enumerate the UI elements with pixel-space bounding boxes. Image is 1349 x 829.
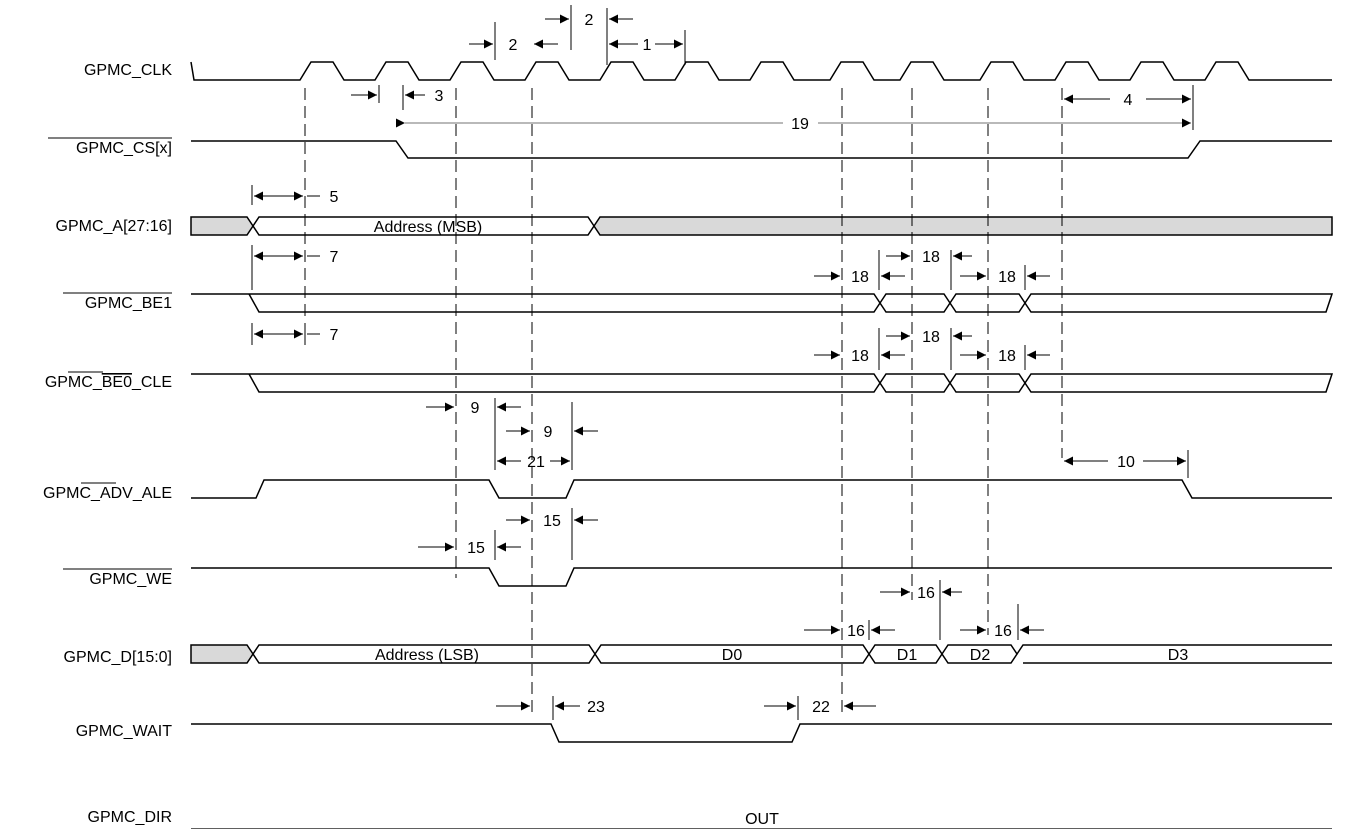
d-bus-start-invalid bbox=[190, 644, 254, 664]
param-18-be0-upper: 18 bbox=[878, 328, 972, 370]
be0-suffix: _CLE bbox=[131, 374, 172, 391]
param-7-be0: 7 bbox=[251, 323, 339, 345]
svg-text:7: 7 bbox=[330, 327, 339, 344]
param-21: 21 bbox=[497, 454, 570, 471]
svg-text:9: 9 bbox=[544, 424, 553, 441]
a-address-text: Address (MSB) bbox=[374, 219, 482, 236]
label-gpmc-be1: GPMC_BE1 bbox=[85, 295, 172, 312]
label-gpmc-adv-ale: GPMC_ADV_ALE bbox=[43, 485, 172, 502]
svg-text:15: 15 bbox=[467, 540, 485, 557]
param-18-be0-right: 18 bbox=[960, 345, 1050, 370]
svg-text:16: 16 bbox=[994, 623, 1012, 640]
svg-text:3: 3 bbox=[435, 88, 444, 105]
d-address-text: Address (LSB) bbox=[375, 647, 479, 664]
svg-text:18: 18 bbox=[851, 348, 869, 365]
param-9-right: 9 bbox=[506, 402, 598, 470]
svg-text:7: 7 bbox=[330, 249, 339, 266]
svg-text:10: 10 bbox=[1117, 454, 1135, 471]
param-10: 10 bbox=[1064, 450, 1189, 478]
adv-bar-text: ADV bbox=[100, 485, 133, 502]
param-18-be1-left: 18 bbox=[814, 269, 905, 286]
param-15-left: 15 bbox=[418, 530, 521, 560]
param-9-left: 9 bbox=[426, 398, 521, 470]
adv-suffix: _ALE bbox=[132, 485, 172, 502]
svg-text:18: 18 bbox=[922, 329, 940, 346]
param-2-upper: 2 bbox=[545, 5, 633, 65]
label-gpmc-a: GPMC_A[27:16] bbox=[56, 218, 173, 235]
param-18-be1-upper: 18 bbox=[878, 249, 972, 290]
param-1: 1 bbox=[609, 30, 686, 65]
param-19: 19 bbox=[396, 116, 1191, 133]
be0-seg-3 bbox=[1024, 373, 1334, 393]
param-2-lower: 2 bbox=[469, 22, 558, 60]
svg-text:18: 18 bbox=[851, 269, 869, 286]
be1-seg-1 bbox=[879, 293, 951, 313]
param-16-right: 16 bbox=[960, 604, 1044, 640]
svg-text:9: 9 bbox=[471, 400, 480, 417]
d2-text: D2 bbox=[970, 647, 991, 664]
d3-text: D3 bbox=[1168, 647, 1189, 664]
be1-seg-3 bbox=[1024, 293, 1334, 313]
be1-seg-0 bbox=[191, 293, 881, 313]
svg-text:18: 18 bbox=[922, 249, 940, 266]
svg-text:18: 18 bbox=[998, 269, 1016, 286]
param-5: 5 bbox=[251, 185, 339, 206]
be0-seg-0 bbox=[191, 373, 881, 393]
param-3: 3 bbox=[351, 85, 444, 110]
svg-text:23: 23 bbox=[587, 699, 605, 716]
label-gpmc-dir: GPMC_DIR bbox=[88, 809, 172, 826]
clk-waveform bbox=[190, 61, 1332, 81]
adv-prefix: GPMC_ bbox=[43, 485, 101, 502]
label-gpmc-cs: GPMC_CS[x] bbox=[76, 140, 172, 157]
svg-text:21: 21 bbox=[527, 454, 545, 471]
d-bus-d3 bbox=[1016, 644, 1332, 664]
be0-seg-1 bbox=[879, 373, 951, 393]
svg-text:2: 2 bbox=[509, 37, 518, 54]
param-23: 23 bbox=[496, 696, 605, 720]
wait-waveform bbox=[191, 723, 1332, 743]
svg-text:19: 19 bbox=[791, 116, 809, 133]
svg-text:22: 22 bbox=[812, 699, 830, 716]
param-18-be1-right: 18 bbox=[960, 265, 1050, 290]
param-22: 22 bbox=[764, 696, 876, 720]
svg-text:15: 15 bbox=[543, 513, 561, 530]
cs-waveform bbox=[191, 140, 1332, 159]
label-gpmc-wait: GPMC_WAIT bbox=[76, 723, 173, 740]
param-7-be1: 7 bbox=[251, 245, 339, 290]
be0-prefix: GPMC_ bbox=[45, 374, 103, 391]
param-18-be0-left: 18 bbox=[814, 348, 905, 365]
a-bus-start-invalid bbox=[190, 216, 254, 236]
param-4: 4 bbox=[1064, 85, 1194, 130]
param-15-right: 15 bbox=[506, 508, 598, 560]
param-16-left: 16 bbox=[804, 620, 895, 640]
label-gpmc-d: GPMC_D[15:0] bbox=[64, 649, 172, 666]
param-16-upper: 16 bbox=[880, 580, 962, 640]
d1-text: D1 bbox=[897, 647, 918, 664]
label-gpmc-clk: GPMC_CLK bbox=[84, 62, 172, 79]
a-bus-end-invalid bbox=[593, 216, 1333, 236]
label-gpmc-be0-cle: GPMC_BE0_CLE bbox=[45, 374, 172, 391]
svg-text:16: 16 bbox=[917, 585, 935, 602]
svg-text:2: 2 bbox=[585, 12, 594, 29]
adv-ale-waveform bbox=[191, 479, 1332, 499]
dir-out-text: OUT bbox=[745, 811, 779, 828]
svg-text:5: 5 bbox=[330, 189, 339, 206]
we-waveform bbox=[191, 567, 1332, 587]
be0-bar-text: BE0 bbox=[102, 374, 132, 391]
svg-text:4: 4 bbox=[1124, 92, 1133, 109]
d0-text: D0 bbox=[722, 647, 743, 664]
svg-text:16: 16 bbox=[847, 623, 865, 640]
label-gpmc-we: GPMC_WE bbox=[89, 571, 172, 588]
svg-text:1: 1 bbox=[643, 37, 652, 54]
svg-text:18: 18 bbox=[998, 348, 1016, 365]
